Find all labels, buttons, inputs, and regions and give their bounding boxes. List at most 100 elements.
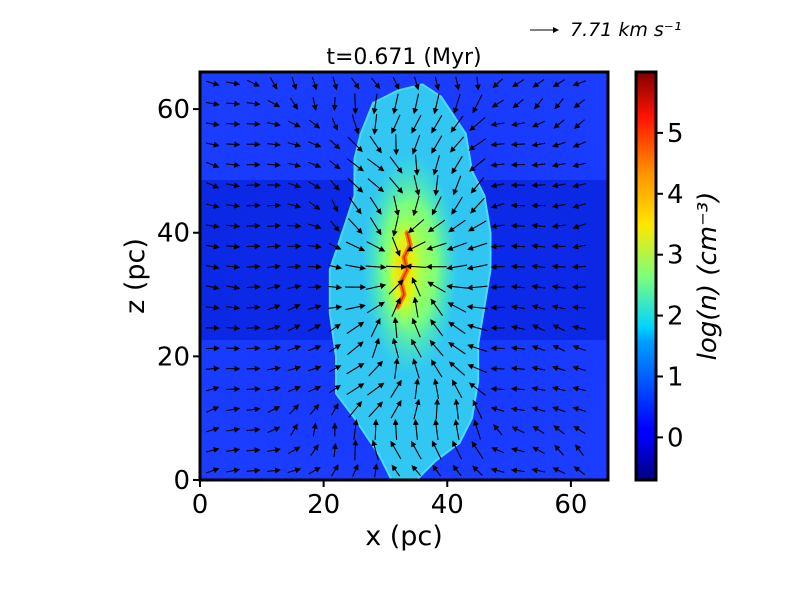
velocity-arrow [450, 115, 464, 133]
velocity-arrow [532, 78, 545, 88]
velocity-arrow [329, 384, 341, 394]
velocity-arrow [490, 141, 505, 148]
velocity-arrow [446, 283, 468, 290]
velocity-arrow [531, 283, 546, 290]
velocity-arrow [246, 202, 261, 209]
velocity-arrow [267, 161, 281, 168]
velocity-arrow [287, 263, 302, 270]
velocity-arrow [531, 141, 546, 148]
velocity-arrow [467, 323, 488, 332]
velocity-arrow [432, 464, 442, 477]
y-axis-ticks: 0 20 40 60 [157, 95, 200, 496]
velocity-arrow [289, 404, 300, 415]
velocity-arrow [426, 242, 447, 251]
velocity-arrow [246, 121, 261, 128]
velocity-arrow [287, 385, 301, 393]
velocity-arrow [308, 119, 321, 129]
velocity-arrow [206, 181, 220, 189]
velocity-arrow [413, 175, 421, 196]
velocity-arrow [433, 419, 440, 440]
colorbar-label: log(n) (cm⁻³) [693, 192, 723, 361]
velocity-arrow [448, 361, 466, 376]
velocity-arrow [452, 175, 462, 196]
velocity-arrow [572, 162, 587, 168]
velocity-arrow [346, 383, 365, 396]
velocity-arrow [490, 284, 505, 291]
filament-ridge [397, 293, 405, 308]
velocity-arrow [371, 77, 381, 89]
velocity-arrow [287, 162, 302, 169]
velocity-arrow [311, 422, 318, 437]
velocity-arrow [512, 98, 524, 109]
velocity-arrow [371, 113, 378, 135]
velocity-arrow [345, 241, 366, 252]
velocity-arrow [474, 76, 481, 91]
velocity-arrow [205, 284, 220, 291]
velocity-arrow [551, 202, 566, 209]
velocity-arrow [467, 343, 488, 353]
velocity-arrow [531, 161, 546, 168]
chart-title: t=0.671 (Myr) [326, 45, 481, 70]
velocity-arrow [551, 283, 566, 290]
velocity-arrow [205, 141, 220, 148]
velocity-arrow [329, 160, 341, 170]
y-tick-label: 40 [157, 219, 190, 249]
velocity-arrow [551, 182, 566, 189]
velocity-arrow [307, 243, 322, 250]
velocity-arrow [307, 284, 322, 291]
velocity-arrow [347, 177, 364, 193]
velocity-arrow [490, 467, 505, 474]
velocity-arrow [328, 284, 343, 291]
velocity-arrow [454, 76, 461, 91]
velocity-arrow [469, 116, 486, 132]
velocity-arrow [431, 115, 443, 134]
velocity-arrow [246, 304, 261, 311]
velocity-arrow [267, 141, 281, 148]
velocity-arrow [371, 439, 379, 461]
velocity-arrow [413, 398, 421, 420]
velocity-vectors [205, 76, 587, 478]
colorbar-tick-label: 4 [667, 180, 684, 210]
velocity-arrow [572, 324, 587, 331]
velocity-arrow [453, 419, 460, 440]
velocity-arrow [412, 93, 420, 115]
velocity-arrow [226, 263, 241, 270]
velocity-arrow [405, 263, 427, 270]
velocity-arrow [412, 296, 419, 318]
velocity-arrow [347, 341, 364, 356]
velocity-arrow [554, 98, 564, 110]
velocity-arrow [226, 386, 241, 393]
velocity-arrow [331, 96, 338, 111]
velocity-arrow [551, 304, 566, 311]
y-tick-label: 60 [157, 95, 190, 125]
velocity-arrow [473, 419, 482, 440]
x-tick-label: 40 [431, 490, 464, 520]
velocity-arrow [226, 223, 241, 230]
velocity-arrow [267, 243, 281, 250]
velocity-arrow [466, 264, 488, 271]
velocity-arrow [446, 264, 468, 271]
velocity-arrow [552, 365, 566, 372]
velocity-arrow [206, 406, 220, 413]
velocity-arrow [267, 99, 281, 108]
velocity-arrow [510, 263, 525, 270]
velocity-arrow [206, 80, 220, 87]
velocity-arrow [346, 321, 365, 334]
velocity-arrow [347, 136, 363, 153]
velocity-arrow [551, 162, 566, 168]
velocity-arrow [490, 121, 505, 128]
velocity-arrow [328, 304, 343, 311]
velocity-arrow [573, 119, 585, 129]
velocity-arrow [411, 114, 422, 134]
colorbar-tick-label: 0 [667, 423, 684, 453]
velocity-arrow [469, 157, 486, 172]
velocity-arrow [510, 385, 525, 392]
velocity-arrow [389, 177, 404, 194]
velocity-arrow [490, 223, 505, 230]
velocity-arrow [413, 76, 420, 91]
velocity-arrow [267, 263, 281, 270]
velocity-arrow [352, 419, 359, 440]
quiver-key-label: 7.71 km s⁻¹ [570, 19, 681, 41]
velocity-arrow [287, 324, 301, 332]
